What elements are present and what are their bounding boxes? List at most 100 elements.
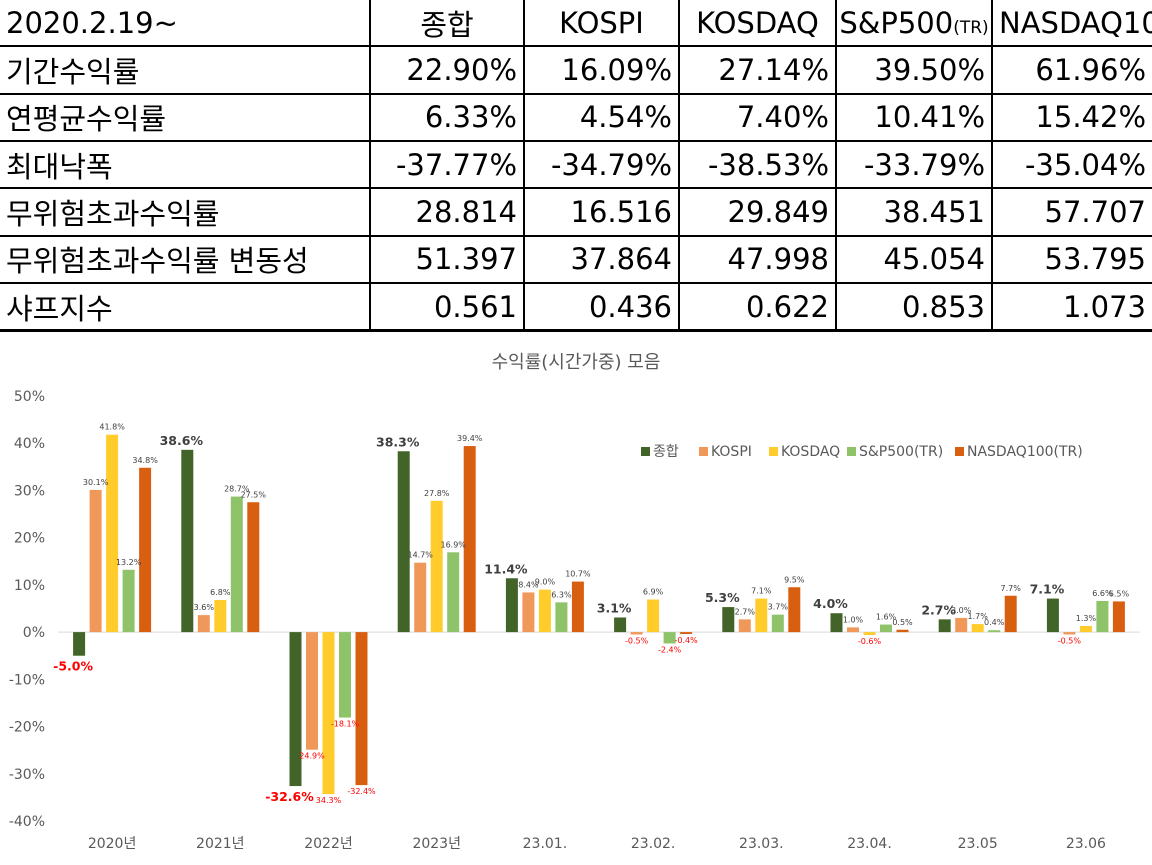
bar <box>463 446 476 633</box>
bar <box>73 632 86 656</box>
data-label: -32.4% <box>347 787 376 796</box>
bar <box>614 617 627 633</box>
data-label: 24.9% <box>299 752 325 761</box>
legend-label: S&P500(TR) <box>859 444 943 460</box>
bar <box>230 496 243 633</box>
table-row: 무위험초과수익률 변동성 51.397 37.864 47.998 45.054… <box>0 234 1152 285</box>
data-label: -0.5% <box>625 636 649 645</box>
bar <box>122 569 135 633</box>
table-cell: 16.516 <box>523 187 680 237</box>
data-label: 30.1% <box>83 478 109 487</box>
bars <box>73 434 1125 795</box>
bar <box>322 632 335 795</box>
row-label: 연평균수익률 <box>0 92 371 143</box>
bar <box>430 500 443 633</box>
table-cell: 0.622 <box>678 282 837 333</box>
data-label: 3.6% <box>194 603 215 612</box>
data-label: 11.4% <box>484 561 528 576</box>
bar <box>955 617 968 633</box>
table-cell: 22.90% <box>369 45 525 95</box>
table-cell: 0.561 <box>369 282 525 333</box>
data-label: 34.3% <box>316 796 342 805</box>
table-row: 샤프지수 0.561 0.436 0.622 0.853 1.073 <box>0 282 1152 333</box>
bar <box>247 502 260 633</box>
bar <box>663 632 676 644</box>
table-cell: 53.795 <box>991 234 1152 285</box>
bar <box>1096 600 1109 633</box>
table-header-composite: 종합 <box>369 0 525 48</box>
legend-swatch <box>699 447 708 456</box>
bar <box>214 600 227 633</box>
table-cell: 6.33% <box>369 92 525 143</box>
bar <box>447 552 460 633</box>
data-label: 6.5% <box>1109 589 1130 598</box>
bar <box>1112 601 1125 633</box>
data-label: -2.4% <box>658 645 682 654</box>
data-label: 6.3% <box>551 590 572 599</box>
data-label: 6.6% <box>1092 589 1113 598</box>
bar <box>1004 595 1017 633</box>
bar <box>971 624 984 633</box>
y-tick-label: 10% <box>14 578 45 594</box>
bar <box>647 599 660 633</box>
stats-table: 2020.2.19~ 종합 KOSPI KOSDAQ S&P500(TR) NA… <box>0 0 1152 333</box>
row-label: 무위험초과수익률 <box>0 187 371 237</box>
table-cell: 37.864 <box>523 234 680 285</box>
data-label: 1.6% <box>876 613 897 622</box>
table-row: 기간수익률 22.90% 16.09% 27.14% 39.50% 61.96% <box>0 45 1152 95</box>
bar <box>571 581 584 633</box>
bar <box>680 632 693 634</box>
y-tick-label: -30% <box>9 767 45 783</box>
bar <box>505 578 518 633</box>
table-cell: 4.54% <box>523 92 680 143</box>
table-cell: 0.853 <box>835 282 993 333</box>
bar <box>289 632 302 787</box>
data-label: 38.3% <box>376 434 420 449</box>
legend-swatch <box>955 447 964 456</box>
bar <box>630 632 643 635</box>
returns-bar-chart: 수익률(시간가중) 모음 -40% -30% -20% -10% 0% 10% 20% 30%… <box>9 352 1140 852</box>
x-tick-label: 2021년 <box>196 836 245 852</box>
y-tick-label: -10% <box>9 672 45 688</box>
row-label: 샤프지수 <box>0 282 371 333</box>
table-cell: 47.998 <box>678 234 837 285</box>
bar <box>1063 632 1076 635</box>
x-tick-label: 2023년 <box>412 836 461 852</box>
table-header-sp500-suffix: (TR) <box>953 17 989 38</box>
table-header-period: 2020.2.19~ <box>0 0 371 48</box>
data-label: 5.3% <box>705 590 740 605</box>
table-cell: -37.77% <box>369 140 525 190</box>
data-label: 6.9% <box>643 588 664 597</box>
bar <box>847 627 859 633</box>
data-label: 34.8% <box>132 456 158 465</box>
data-label: -0.4% <box>674 636 698 645</box>
y-tick-label: -20% <box>9 720 45 736</box>
data-labels: -5.0% 30.1% 41.8% 13.2% 34.8%38.6% 3.6% 6.8% 28… <box>53 423 1129 805</box>
table-cell: -33.79% <box>835 140 993 190</box>
table-cell: 28.814 <box>369 187 525 237</box>
data-label: -0.6% <box>858 637 882 646</box>
table-cell: 16.09% <box>523 45 680 95</box>
row-label: 최대낙폭 <box>0 140 371 190</box>
data-label: 1.7% <box>968 612 989 621</box>
x-tick-label: 23.02. <box>631 836 676 852</box>
bar <box>896 629 909 633</box>
bar <box>355 632 368 786</box>
data-label: 14.7% <box>407 551 433 560</box>
row-label: 기간수익률 <box>0 45 371 95</box>
data-label: 39.4% <box>457 434 483 443</box>
bar <box>988 630 1001 633</box>
table-header-kospi: KOSPI <box>523 0 680 48</box>
y-tick-label: 0% <box>23 625 45 641</box>
bar <box>938 619 951 633</box>
table-header-row: 2020.2.19~ 종합 KOSPI KOSDAQ S&P500(TR) NA… <box>0 0 1152 48</box>
bar <box>181 449 194 633</box>
bar <box>538 589 551 633</box>
legend-label: NASDAQ100(TR) <box>967 444 1083 460</box>
legend: 종합 KOSPI KOSDAQ S&P500(TR) NASDAQ100(TR) <box>641 444 1083 460</box>
table-cell: 61.96% <box>991 45 1152 95</box>
data-label: 2.7% <box>921 602 956 617</box>
bar <box>414 562 427 633</box>
table-cell: 57.707 <box>991 187 1152 237</box>
y-tick-label: -40% <box>9 814 45 830</box>
